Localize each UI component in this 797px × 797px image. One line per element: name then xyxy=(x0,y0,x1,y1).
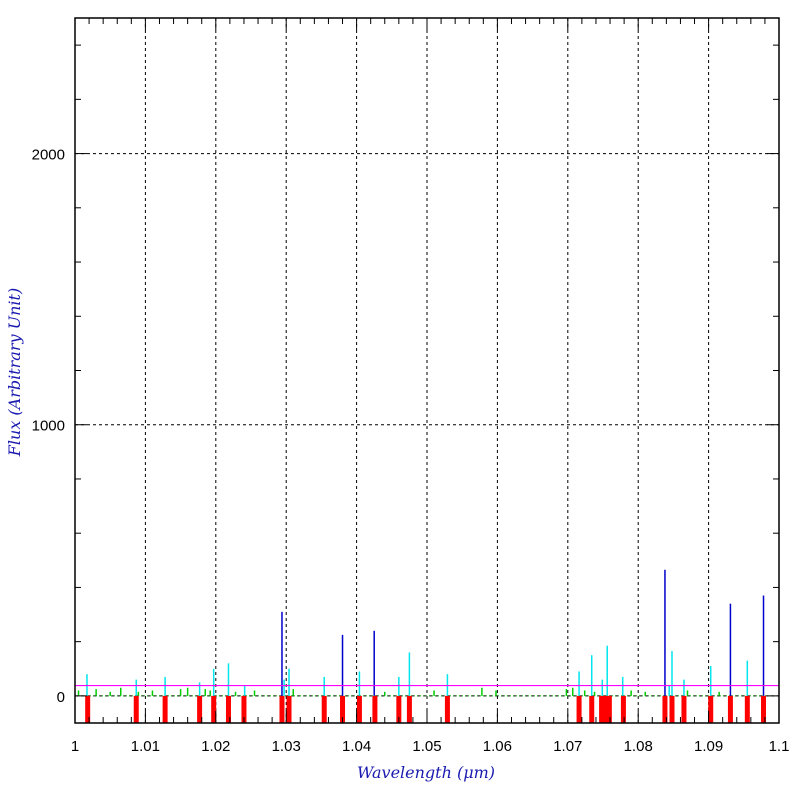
line-position-marker xyxy=(340,695,346,723)
line-position-marker xyxy=(589,695,595,723)
y-axis-title: Flux (Arbitrary Unit) xyxy=(5,288,24,457)
line-position-marker xyxy=(444,695,450,723)
x-tick-label: 1.02 xyxy=(201,738,230,755)
x-tick-label: 1.08 xyxy=(624,738,653,755)
line-position-marker xyxy=(321,695,327,723)
x-tick-label: 1.03 xyxy=(272,738,301,755)
x-tick-label: 1.09 xyxy=(694,738,723,755)
line-position-marker xyxy=(708,695,714,723)
line-position-marker xyxy=(599,695,605,723)
line-position-marker xyxy=(211,695,217,723)
x-tick-label: 1.1 xyxy=(769,738,790,755)
line-position-marker xyxy=(356,695,362,723)
y-tick-label: 1000 xyxy=(32,418,65,435)
line-position-marker xyxy=(396,695,402,723)
line-position-marker xyxy=(744,695,750,723)
line-position-marker xyxy=(620,695,626,723)
axes xyxy=(74,17,780,724)
plot-frame xyxy=(74,17,780,724)
x-tick-label: 1.07 xyxy=(553,738,582,755)
plot-marks xyxy=(75,569,779,723)
grid-lines xyxy=(75,18,779,723)
y-tick-label: 0 xyxy=(57,689,65,706)
line-position-marker xyxy=(576,695,582,723)
line-position-marker xyxy=(241,695,247,723)
y-tick-label: 2000 xyxy=(32,147,65,164)
line-position-marker xyxy=(286,695,292,723)
line-position-marker xyxy=(681,695,687,723)
line-position-marker xyxy=(761,695,767,723)
x-tick-label: 1.06 xyxy=(483,738,512,755)
line-position-marker xyxy=(279,695,285,723)
x-tick-label: 1.04 xyxy=(342,738,371,755)
x-axis-title: Wavelength (μm) xyxy=(357,763,495,782)
line-position-marker xyxy=(727,695,733,723)
x-tick-label: 1.01 xyxy=(131,738,160,755)
x-tick-label: 1 xyxy=(71,738,79,755)
x-tick-label: 1.05 xyxy=(412,738,441,755)
line-position-marker xyxy=(372,695,378,723)
line-position-marker xyxy=(197,695,203,723)
tick-labels: 1 1.01 1.02 1.03 1.04 1.05 1.06 1.07 1.08 1.09 1.1… xyxy=(32,147,790,755)
line-position-marker xyxy=(225,695,231,723)
line-position-marker xyxy=(662,695,668,723)
line-position-marker xyxy=(162,695,168,723)
line-position-marker xyxy=(603,695,609,723)
line-position-marker xyxy=(406,695,412,723)
line-position-marker xyxy=(669,695,675,723)
line-position-marker xyxy=(606,695,612,723)
line-position-marker xyxy=(85,695,91,723)
line-position-marker xyxy=(133,695,139,723)
